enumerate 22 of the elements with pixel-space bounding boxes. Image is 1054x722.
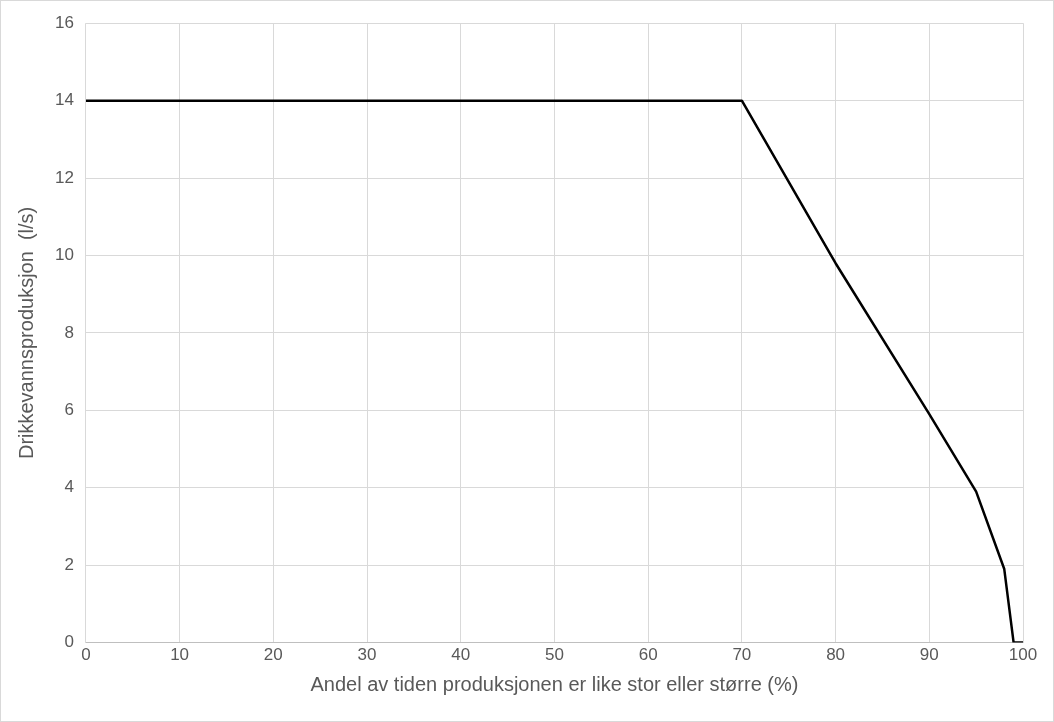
x-tick-label: 10	[170, 645, 190, 665]
y-axis-title: Drikkevannsproduksjon (l/s)	[14, 206, 37, 460]
x-tick-label: 90	[919, 645, 939, 665]
x-tick-label: 70	[732, 645, 752, 665]
x-axis-title: Andel av tiden produksjonen er like stor eller større (%)	[310, 672, 799, 695]
x-tick-label: 50	[544, 645, 564, 665]
y-tick-label: 10	[54, 245, 74, 265]
y-tick-label: 6	[64, 400, 74, 420]
y-tick-label: 14	[54, 90, 74, 110]
x-tick-label: 100	[1008, 645, 1038, 665]
x-tick-label: 60	[638, 645, 658, 665]
y-tick-label: 16	[54, 12, 74, 32]
x-tick-label: 30	[357, 645, 377, 665]
x-tick-label: 40	[451, 645, 471, 665]
y-tick-label: 4	[64, 477, 74, 497]
y-tick-label: 0	[64, 632, 74, 652]
y-tick-label: 8	[64, 322, 74, 342]
x-tick-label: 20	[263, 645, 283, 665]
x-tick-label: 80	[826, 645, 846, 665]
x-tick-label: 0	[81, 645, 91, 665]
y-tick-label: 12	[54, 167, 74, 187]
y-tick-label: 2	[64, 554, 74, 574]
